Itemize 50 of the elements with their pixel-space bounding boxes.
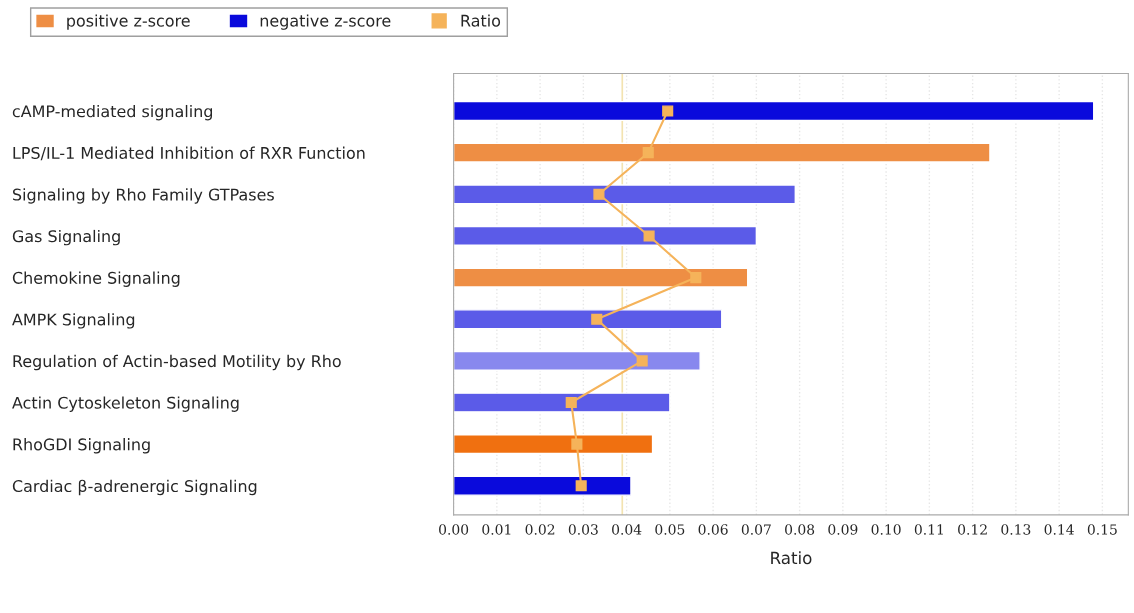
x-tick-label: 0.04 xyxy=(612,524,642,535)
x-tick-label: 0.00 xyxy=(439,524,469,535)
point xyxy=(662,105,674,117)
legend-label: Ratio xyxy=(461,14,501,27)
point xyxy=(690,272,702,284)
bar xyxy=(453,225,758,247)
bar xyxy=(453,267,749,288)
x-tick-label: 0.14 xyxy=(1044,524,1074,535)
bar xyxy=(453,350,701,371)
point xyxy=(571,438,583,450)
y-tick-label: Gas Signaling xyxy=(12,229,120,246)
point xyxy=(591,313,603,325)
bar xyxy=(453,100,1095,122)
x-tick-label: 0.01 xyxy=(482,524,511,535)
legend-label: positive z-score xyxy=(67,14,190,30)
x-tick-label: 0.05 xyxy=(655,524,685,535)
y-tick-label: LPS/IL-1 Mediated Inhibition of RXR Function xyxy=(13,146,365,161)
point xyxy=(575,480,587,492)
x-tick-label: 0.13 xyxy=(1001,524,1031,535)
legend-label: negative z-score xyxy=(260,14,391,30)
bar xyxy=(453,434,654,455)
x-tick-label: 0.06 xyxy=(698,524,728,535)
bar xyxy=(453,184,796,205)
x-tick-label: 0.11 xyxy=(914,524,943,535)
bar xyxy=(453,392,671,413)
y-tick-label: Actin Cytoskeleton Signaling xyxy=(12,396,239,412)
y-tick-label: Cardiac β-adrenergic Signaling xyxy=(12,479,257,496)
x-tick-label: 0.02 xyxy=(525,524,555,535)
x-tick-label: 0.15 xyxy=(1087,524,1117,535)
point xyxy=(636,355,648,367)
y-tick-label: RhoGDI Signaling xyxy=(13,438,150,454)
x-tick-label: 0.08 xyxy=(785,524,815,535)
y-tick-label: Chemokine Signaling xyxy=(12,271,180,287)
bar xyxy=(453,142,991,163)
x-tick-label: 0.03 xyxy=(568,524,598,535)
point xyxy=(593,188,605,200)
x-tick-label: 0.09 xyxy=(828,524,858,535)
x-tick-label: 0.12 xyxy=(958,524,987,535)
point xyxy=(642,147,654,159)
bar xyxy=(453,475,632,496)
y-tick-label: AMPK Signaling xyxy=(12,313,135,329)
y-tick-label: cAMP-mediated signaling xyxy=(12,104,213,121)
bar xyxy=(453,309,723,330)
x-tick-label: 0.10 xyxy=(871,524,901,535)
y-tick-label: Signaling by Rho Family GTPases xyxy=(12,188,274,204)
x-axis-title: Ratio xyxy=(771,551,812,565)
point xyxy=(643,230,655,242)
y-tick-label: Regulation of Actin-based Motility by Rho xyxy=(13,354,341,371)
x-tick-label: 0.07 xyxy=(741,524,771,535)
point xyxy=(565,396,577,409)
